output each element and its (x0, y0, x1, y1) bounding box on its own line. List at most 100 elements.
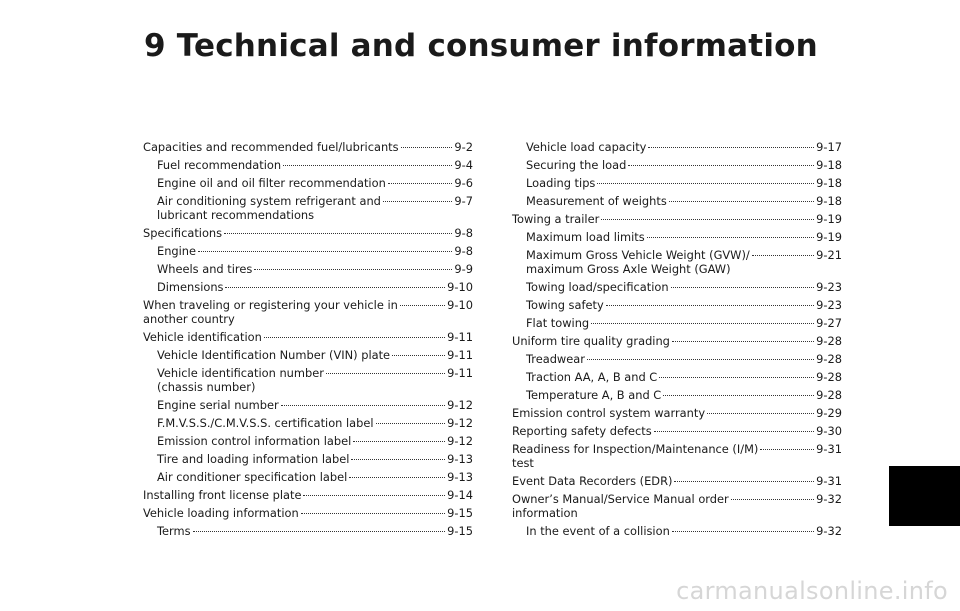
toc-entry[interactable]: Fuel recommendation 9-4 (143, 158, 473, 172)
toc-dot-leader (601, 219, 815, 220)
toc-dot-leader (263, 337, 446, 338)
toc-dot-leader (707, 413, 815, 414)
toc-page-number: 9-28 (816, 370, 842, 384)
toc-entry[interactable]: Tire and loading information label 9-13 (143, 452, 473, 466)
toc-entry[interactable]: Uniform tire quality grading 9-28 (512, 334, 842, 348)
toc-entry[interactable]: Capacities and recommended fuel/lubrican… (143, 140, 473, 154)
toc-page-number: 9-28 (816, 388, 842, 402)
toc-entry-title: Vehicle identification (143, 330, 262, 344)
toc-page-number: 9-28 (816, 334, 842, 348)
toc-entry[interactable]: Loading tips 9-18 (512, 176, 842, 190)
toc-page-number: 9-2 (454, 140, 473, 154)
toc-entry[interactable]: Vehicle Identification Number (VIN) plat… (143, 348, 473, 362)
toc-entry[interactable]: Engine 9-8 (143, 244, 473, 258)
toc-entry-title: Air conditioner specification label (157, 470, 348, 484)
toc-dot-leader (283, 165, 453, 166)
chapter-title: 9 Technical and consumer information (144, 28, 818, 64)
toc-entry[interactable]: Owner’s Manual/Service Manual order info… (512, 492, 842, 520)
toc-entry[interactable]: Traction AA, A, B and C 9-28 (512, 370, 842, 384)
toc-entry[interactable]: Readiness for Inspection/Maintenance (I/… (512, 442, 842, 470)
toc-page-number: 9-8 (454, 226, 473, 240)
toc-entry[interactable]: Treadwear 9-28 (512, 352, 842, 366)
toc-entry[interactable]: Event Data Recorders (EDR) 9-31 (512, 474, 842, 488)
toc-entry-title: When traveling or registering your vehic… (143, 298, 398, 326)
toc-dot-leader (400, 147, 453, 148)
toc-entry[interactable]: Engine serial number 9-12 (143, 398, 473, 412)
toc-entry[interactable]: Wheels and tires 9-9 (143, 262, 473, 276)
toc-entry[interactable]: Engine oil and oil filter recommendation… (143, 176, 473, 190)
toc-entry-title: Treadwear (526, 352, 585, 366)
toc-dot-leader (586, 359, 815, 360)
toc-dot-leader (648, 147, 815, 148)
toc-entry[interactable]: Vehicle loading information 9-15 (143, 506, 473, 520)
toc-entry-title: Installing front license plate (143, 488, 302, 502)
toc-page-number: 9-15 (447, 524, 473, 538)
toc-page-number: 9-23 (816, 280, 842, 294)
toc-entry-title: Flat towing (526, 316, 590, 330)
toc-dot-leader (225, 287, 446, 288)
toc-entry[interactable]: Installing front license plate 9-14 (143, 488, 473, 502)
toc-dot-leader (597, 183, 815, 184)
toc-entry[interactable]: Measurement of weights 9-18 (512, 194, 842, 208)
toc-entry[interactable]: F.M.V.S.S./C.M.V.S.S. certification labe… (143, 416, 473, 430)
toc-page-number: 9-32 (816, 524, 842, 538)
toc-entry[interactable]: Air conditioner specification label 9-13 (143, 470, 473, 484)
toc-dot-leader (224, 233, 453, 234)
toc-page-number: 9-9 (454, 262, 473, 276)
toc-entry-title: Engine serial number (157, 398, 279, 412)
toc-entry-title: Air conditioning system refrigerant and … (157, 194, 381, 222)
toc-entry[interactable]: Vehicle identification 9-11 (143, 330, 473, 344)
toc-page-number: 9-6 (454, 176, 473, 190)
toc-entry[interactable]: Flat towing 9-27 (512, 316, 842, 330)
toc-page-number: 9-18 (816, 158, 842, 172)
toc-entry-title: Tire and loading information label (157, 452, 350, 466)
toc-page-number: 9-15 (447, 506, 473, 520)
toc-entry-title: Towing load/specification (526, 280, 669, 294)
toc-entry[interactable]: Maximum Gross Vehicle Weight (GVW)/ maxi… (512, 248, 842, 276)
toc-entry-title: Engine (157, 244, 197, 258)
toc-entry-title: In the event of a collision (526, 524, 670, 538)
toc-entry[interactable]: Specifications 9-8 (143, 226, 473, 240)
toc-dot-leader (349, 477, 446, 478)
toc-dot-leader (674, 481, 815, 482)
toc-entry-title: Vehicle Identification Number (VIN) plat… (157, 348, 391, 362)
toc-entry-title: Readiness for Inspection/Maintenance (I/… (512, 442, 759, 470)
toc-page-number: 9-12 (447, 434, 473, 448)
toc-entry-title: Temperature A, B and C (526, 388, 662, 402)
toc-entry[interactable]: When traveling or registering your vehic… (143, 298, 473, 326)
chapter-thumb-tab (889, 466, 960, 526)
toc-dot-leader (303, 495, 446, 496)
toc-entry[interactable]: Air conditioning system refrigerant and … (143, 194, 473, 222)
toc-page-number: 9-19 (816, 212, 842, 226)
toc-entry[interactable]: Terms 9-15 (143, 524, 473, 538)
toc-entry-title: Owner’s Manual/Service Manual order info… (512, 492, 729, 520)
toc-dot-leader (591, 323, 815, 324)
toc-dot-leader (668, 201, 815, 202)
toc-entry-title: Reporting safety defects (512, 424, 652, 438)
toc-page-number: 9-32 (816, 492, 842, 506)
toc-entry-title: F.M.V.S.S./C.M.V.S.S. certification labe… (157, 416, 374, 430)
toc-entry[interactable]: Emission control system warranty 9-29 (512, 406, 842, 420)
toc-entry[interactable]: Dimensions 9-10 (143, 280, 473, 294)
toc-entry[interactable]: Towing safety 9-23 (512, 298, 842, 312)
toc-entry[interactable]: Vehicle load capacity 9-17 (512, 140, 842, 154)
toc-entry[interactable]: Temperature A, B and C 9-28 (512, 388, 842, 402)
toc-dot-leader (375, 423, 446, 424)
toc-entry-title: Towing safety (526, 298, 604, 312)
toc-entry[interactable]: Emission control information label 9-12 (143, 434, 473, 448)
toc-entry[interactable]: Vehicle identification number (chassis n… (143, 366, 473, 394)
watermark: carmanualsonline.info (676, 577, 948, 605)
toc-entry[interactable]: Towing load/specification 9-23 (512, 280, 842, 294)
toc-page-number: 9-11 (447, 348, 473, 362)
toc-entry[interactable]: Towing a trailer 9-19 (512, 212, 842, 226)
toc-entry[interactable]: In the event of a collision 9-32 (512, 524, 842, 538)
toc-entry[interactable]: Maximum load limits 9-19 (512, 230, 842, 244)
toc-entry[interactable]: Reporting safety defects 9-30 (512, 424, 842, 438)
toc-dot-leader (659, 377, 815, 378)
toc-entry-title: Traction AA, A, B and C (526, 370, 658, 384)
toc-entry[interactable]: Securing the load 9-18 (512, 158, 842, 172)
toc-page-number: 9-18 (816, 176, 842, 190)
toc-page-number: 9-31 (816, 474, 842, 488)
toc-dot-leader (353, 441, 446, 442)
